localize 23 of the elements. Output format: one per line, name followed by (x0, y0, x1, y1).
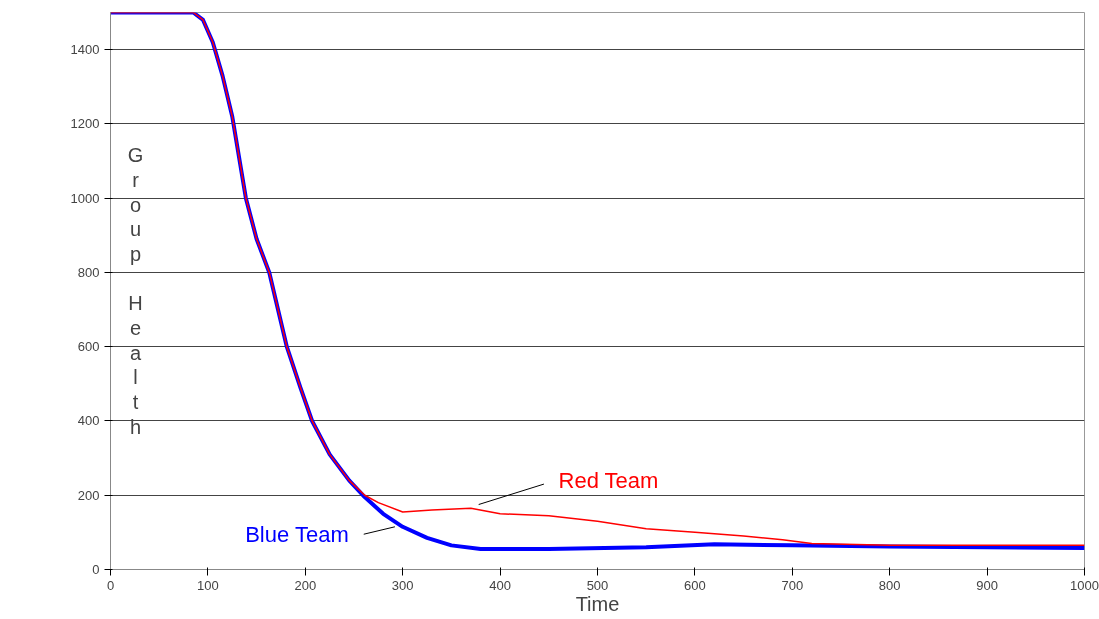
x-tick-label: 500 (586, 577, 609, 593)
series-label: Blue Team (245, 521, 349, 547)
y-tick-label: 1400 (70, 42, 100, 58)
y-tick-label: 400 (77, 413, 100, 429)
x-tick-label: 600 (684, 577, 706, 593)
y-tick-label: 0 (92, 562, 100, 577)
x-tick-label: 1000 (1070, 577, 1099, 593)
y-tick-label: 1200 (70, 116, 100, 132)
text: Group Health (127, 144, 144, 438)
x-tick-label: 0 (106, 577, 115, 593)
y-tick-label: 600 (77, 339, 100, 355)
y-tick-label: 800 (77, 264, 100, 280)
x-tick-label: 700 (781, 577, 804, 593)
x-axis-title: Time (575, 592, 620, 615)
y-tick-label: 200 (77, 487, 100, 503)
series-label: Red Team (558, 467, 659, 493)
y-tick-label: 1000 (70, 190, 100, 206)
x-tick-label: 400 (489, 577, 511, 593)
x-tick-label: 800 (878, 577, 901, 593)
x-tick-label: 900 (976, 577, 998, 593)
x-tick-label: 100 (197, 577, 219, 593)
x-tick-label: 300 (391, 577, 414, 593)
x-tick-label: 200 (294, 577, 317, 593)
